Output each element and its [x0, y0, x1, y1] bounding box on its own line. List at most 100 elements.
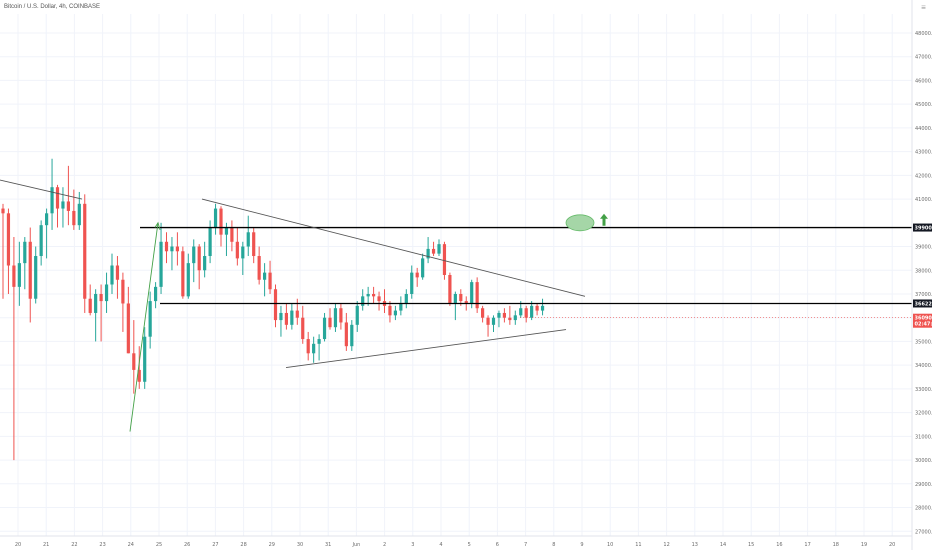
arrow-up-icon [600, 213, 608, 226]
x-tick-label: 16 [776, 542, 782, 548]
grid [0, 14, 912, 536]
x-tick-label: 2 [383, 542, 386, 548]
candle-body [39, 225, 43, 257]
candle-body [175, 246, 179, 252]
impulse-arrowhead [154, 221, 161, 231]
candle-body [99, 293, 103, 302]
candle-body [77, 203, 81, 226]
candle-body [306, 339, 310, 354]
candle-body [502, 312, 506, 318]
candle-body [519, 308, 523, 316]
candle-body [415, 272, 419, 278]
x-tick-label: 22 [71, 542, 77, 548]
drawings [0, 179, 912, 432]
x-tick-label: 20 [15, 542, 21, 548]
candle-body [497, 312, 501, 318]
candle-body [104, 284, 109, 302]
x-tick-label: 13 [692, 542, 698, 548]
trendline [201, 198, 586, 297]
candle-body [115, 265, 120, 280]
candle-body [154, 286, 158, 302]
candle-body [246, 232, 250, 247]
candle-body [213, 208, 218, 228]
candle-body [481, 308, 485, 318]
candle-body [301, 317, 305, 340]
candle-body [159, 241, 163, 287]
candle-body [252, 232, 256, 257]
horizontal-level-label: 36622.12 [915, 301, 932, 307]
y-tick-label: 34000.00 [915, 363, 932, 369]
candle-body [361, 296, 365, 306]
candle-body [333, 308, 338, 328]
y-tick-label: 46000.00 [915, 78, 932, 84]
candle-body [513, 315, 517, 321]
target-ellipse [565, 214, 595, 232]
y-tick-label: 48000.00 [915, 31, 932, 37]
candle-body [126, 303, 130, 354]
y-tick-label: 42000.00 [915, 173, 932, 179]
candle-body [459, 293, 463, 302]
trendline [0, 179, 83, 200]
x-tick-label: 30 [297, 542, 303, 548]
candle-body [137, 369, 141, 382]
candle-body [339, 308, 343, 323]
candle-body [312, 343, 316, 354]
x-tick-label: 21 [43, 542, 49, 548]
horizontal-level-tag [913, 299, 932, 308]
x-tick-label: 29 [269, 542, 275, 548]
x-tick-label: 9 [580, 542, 583, 548]
candle-body [344, 322, 348, 347]
y-tick-label: 47000.00 [915, 55, 932, 61]
candle-body [219, 208, 223, 235]
candle-body [393, 310, 397, 316]
horizontal-level-tag [913, 223, 932, 232]
candle-body [540, 305, 545, 311]
y-tick-label: 45000.00 [915, 102, 932, 108]
candle-body [61, 201, 65, 209]
x-tick-label: 5 [468, 542, 471, 548]
x-tick-label: 31 [325, 542, 331, 548]
candle-body [388, 305, 392, 316]
menu-icon[interactable]: ≡ [921, 3, 926, 12]
candle-body [148, 301, 152, 337]
candle-body [486, 317, 490, 325]
candle-body [322, 317, 327, 340]
candle-body [491, 317, 496, 325]
y-tick-label: 32000.00 [915, 411, 932, 417]
x-tick-label: 7 [524, 542, 527, 548]
candle-body [317, 339, 321, 344]
y-tick-label: 39000.00 [915, 245, 932, 251]
x-tick-label: 15 [748, 542, 754, 548]
candle-body [28, 241, 32, 299]
candle-body [290, 310, 294, 325]
candle-body [366, 293, 370, 297]
candle-body [530, 305, 534, 318]
candle-body [1, 208, 5, 214]
x-tick-label: 20 [889, 542, 895, 548]
y-tick-label: 30000.00 [915, 458, 932, 464]
candle-body [143, 336, 147, 382]
x-tick-label: 4 [439, 542, 442, 548]
y-tick-label: 44000.00 [915, 126, 932, 132]
candle-body [295, 310, 299, 318]
candle-body [257, 256, 261, 280]
trendline [285, 329, 567, 368]
candle-body [524, 308, 528, 318]
x-tick-label: 11 [635, 542, 641, 548]
x-tick-label: 27 [212, 542, 218, 548]
candle-body [181, 251, 185, 297]
x-tick-label: 6 [496, 542, 499, 548]
candle-body [399, 303, 403, 311]
x-tick-label: 12 [663, 542, 669, 548]
candle-body [164, 241, 169, 252]
candle-body [88, 298, 92, 313]
y-tick-label: 37000.00 [915, 292, 932, 298]
y-tick-label: 41000.00 [915, 197, 932, 203]
candle-body [132, 353, 136, 370]
x-tick-label: 18 [833, 542, 839, 548]
x-tick-label: 3 [411, 542, 414, 548]
candle-body [23, 241, 27, 264]
candle-body [404, 293, 408, 304]
